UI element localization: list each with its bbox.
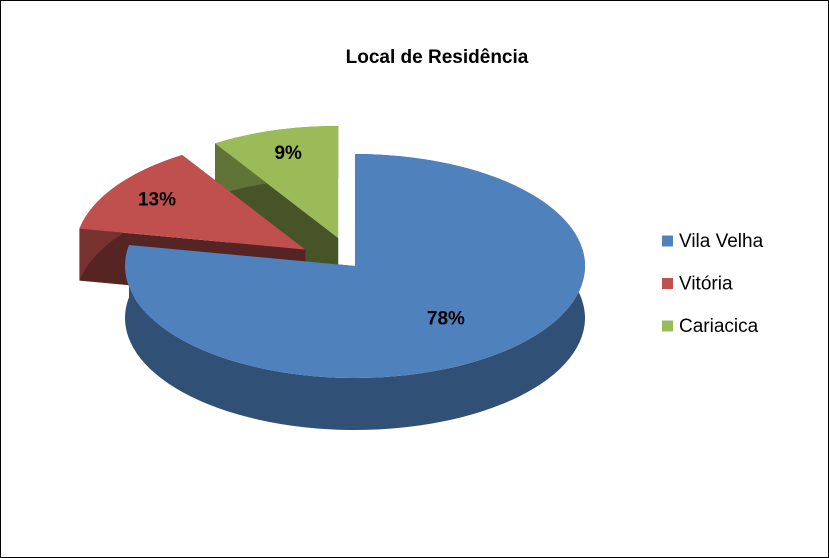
data-label: 9% [274, 143, 302, 164]
data-label: 13% [138, 189, 176, 210]
legend-swatch [662, 235, 673, 247]
legend-swatch [662, 320, 673, 332]
legend-swatch [662, 278, 673, 289]
legend-label: Vila Velha [679, 231, 764, 252]
chart-title: Local de Residência [346, 47, 529, 68]
slice [215, 125, 339, 238]
slice [125, 154, 585, 378]
legend-label: Vitória [679, 274, 733, 295]
data-label: 78% [427, 309, 465, 330]
slice [79, 155, 306, 250]
legend-label: Cariacica [679, 316, 759, 337]
slice-tops [79, 125, 585, 378]
